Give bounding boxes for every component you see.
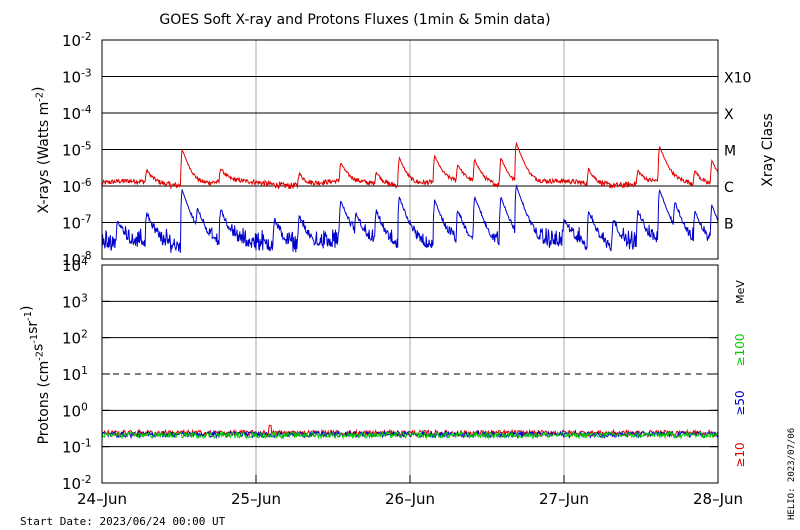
xray-ylabel: X-rays (Watts m-2) [30, 87, 52, 214]
proton-series-p100 [101, 430, 719, 440]
proton-ytick-label-6: 10-2 [62, 474, 92, 493]
proton-energy-label-0: ≥100 [733, 334, 747, 367]
helio-date-label: HELIO: 2023/07/06 [787, 428, 797, 520]
proton-ytick-label-2: 102 [62, 329, 88, 348]
proton-ytick-label-4: 100 [62, 401, 88, 420]
xray-ytick-label-1: 10-3 [62, 68, 92, 87]
proton-ylabel: Protons (cm-2s-1sr-1) [19, 306, 52, 445]
proton-ytick-label-1: 103 [62, 292, 88, 311]
xray-ytick-label-2: 10-4 [62, 104, 92, 123]
proton-ytick-label-3: 101 [62, 365, 88, 384]
xray-ytick-label-4: 10-6 [62, 177, 92, 196]
xray-ytick-label-6: 10-8 [62, 250, 92, 269]
xray-class-label-4: B [724, 217, 734, 233]
xray-ytick-label-3: 10-5 [62, 141, 92, 160]
xray-class-label-0: X10 [724, 71, 751, 87]
xray-ytick-label-5: 10-7 [62, 214, 92, 233]
xtick-label-4: 28–Jun [693, 490, 743, 508]
xtick-label-3: 27–Jun [539, 490, 589, 508]
xray-class-label-2: M [724, 144, 736, 160]
xtick-label-0: 24–Jun [77, 490, 127, 508]
xtick-label-2: 26–Jun [385, 490, 435, 508]
xray-ytick-label-0: 10-2 [62, 31, 92, 50]
xray-class-label-1: X [724, 107, 734, 123]
proton-ytick-label-5: 10-1 [62, 438, 92, 457]
proton-energy-label-1: ≥50 [733, 390, 747, 415]
xray-class-label-3: C [724, 180, 734, 196]
xray-series-short [101, 184, 719, 253]
xray-class-axis-label: Xray Class [760, 113, 776, 187]
chart-title: GOES Soft X-ray and Protons Fluxes (1min… [159, 12, 550, 28]
xray-series-long [101, 141, 719, 190]
start-date-label: Start Date: 2023/06/24 00:00 UT [20, 515, 226, 528]
xtick-label-1: 25–Jun [231, 490, 281, 508]
proton-energy-unit: MeV [734, 280, 747, 304]
proton-energy-label-2: ≥10 [733, 442, 747, 467]
proton-ytick-label-0: 104 [62, 256, 88, 275]
